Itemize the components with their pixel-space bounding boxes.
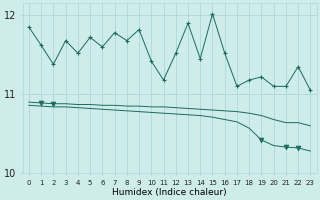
X-axis label: Humidex (Indice chaleur): Humidex (Indice chaleur) [112,188,227,197]
